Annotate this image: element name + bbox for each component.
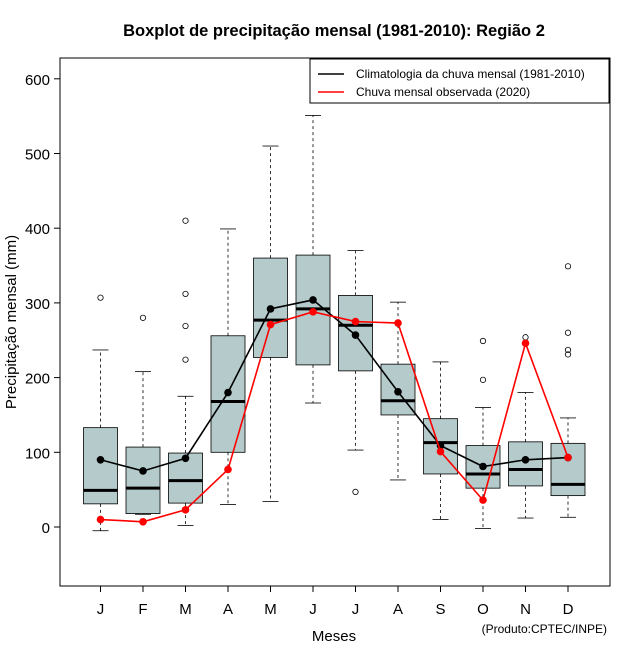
box-7 <box>338 250 373 495</box>
series-point <box>181 454 190 463</box>
series-point <box>436 447 445 456</box>
outlier-point <box>564 329 572 336</box>
outlier-point <box>182 217 189 224</box>
box-11 <box>508 334 543 519</box>
series-point <box>181 506 190 514</box>
outlier-point <box>564 263 572 270</box>
box-2 <box>125 314 161 515</box>
boxes <box>83 115 586 532</box>
series-observed <box>96 308 572 526</box>
outlier-point <box>564 351 572 358</box>
y-axis: 0 100 200 300 400 500 600 <box>25 72 60 537</box>
series-point <box>139 517 147 526</box>
series-point <box>521 339 530 348</box>
series-point <box>479 496 487 504</box>
series-point <box>309 296 317 304</box>
outlier-point <box>352 488 359 495</box>
x-tick-label: J <box>352 601 360 618</box>
x-tick-label: D <box>563 601 574 618</box>
series-point <box>394 387 402 396</box>
plot-frame <box>59 57 611 587</box>
outlier-point <box>522 334 529 341</box>
legend-label-observed: Chuva mensal observada (2020) <box>356 85 530 99</box>
iqr-box <box>83 427 118 505</box>
y-tick-label: 200 <box>25 371 50 388</box>
series-point <box>309 308 317 316</box>
series-point <box>351 317 360 326</box>
x-tick-label: N <box>520 601 531 618</box>
iqr-box <box>550 442 586 497</box>
outlier-point <box>182 356 189 363</box>
x-tick-label: F <box>138 601 147 618</box>
y-tick-label: 500 <box>25 147 50 164</box>
x-tick-label: O <box>477 601 489 618</box>
series-point <box>564 453 572 462</box>
y-axis-label: Precipitação mensal (mm) <box>3 235 20 409</box>
iqr-box <box>508 441 543 487</box>
y-tick-label: 300 <box>25 296 50 313</box>
outlier-point <box>479 376 487 383</box>
x-tick-label: M <box>179 601 192 618</box>
x-tick-label: A <box>223 601 233 618</box>
y-tick-label: 400 <box>25 221 50 238</box>
x-tick-label: A <box>393 601 403 618</box>
box-6 <box>295 115 331 404</box>
series-point <box>266 305 275 313</box>
series-line <box>100 311 569 523</box>
outlier-point <box>182 322 189 330</box>
y-tick-label: 0 <box>42 520 50 537</box>
series-point <box>139 467 147 475</box>
outlier-point <box>139 314 147 321</box>
y-tick-label: 600 <box>25 72 50 89</box>
x-tick-label: J <box>309 601 317 618</box>
series-point <box>521 455 530 464</box>
x-tick-label: J <box>97 601 105 618</box>
box-1 <box>83 294 118 532</box>
y-tick-label: 100 <box>25 445 50 462</box>
series-lines <box>96 296 572 526</box>
x-tick-label: M <box>264 601 277 618</box>
series-point <box>266 320 275 329</box>
credit-label: (Produto:CPTEC/INPE) <box>482 622 607 636</box>
series-point <box>479 462 487 471</box>
series-point <box>224 388 232 397</box>
outlier-point <box>564 346 572 354</box>
outlier-point <box>97 294 104 301</box>
series-climatology <box>96 296 572 475</box>
legend: Climatologia da chuva mensal (1981-2010)… <box>309 58 610 104</box>
legend-label-climatology: Climatologia da chuva mensal (1981-2010) <box>356 67 585 81</box>
x-tick-label: S <box>435 601 445 618</box>
legend-box <box>309 58 610 104</box>
box-12 <box>550 263 586 518</box>
outlier-point <box>182 290 189 298</box>
chart-title: Boxplot de precipitação mensal (1981-201… <box>123 22 545 40</box>
series-point <box>224 465 232 474</box>
series-point <box>351 331 360 339</box>
iqr-box <box>125 446 161 514</box>
box-9 <box>423 361 458 520</box>
series-point <box>96 455 105 464</box>
box-3 <box>168 217 203 526</box>
x-axis-label: Meses <box>312 628 356 645</box>
series-point <box>96 515 105 524</box>
series-point <box>394 319 402 327</box>
iqr-box <box>338 295 373 372</box>
box-4 <box>210 228 246 505</box>
outlier-point <box>479 337 487 345</box>
